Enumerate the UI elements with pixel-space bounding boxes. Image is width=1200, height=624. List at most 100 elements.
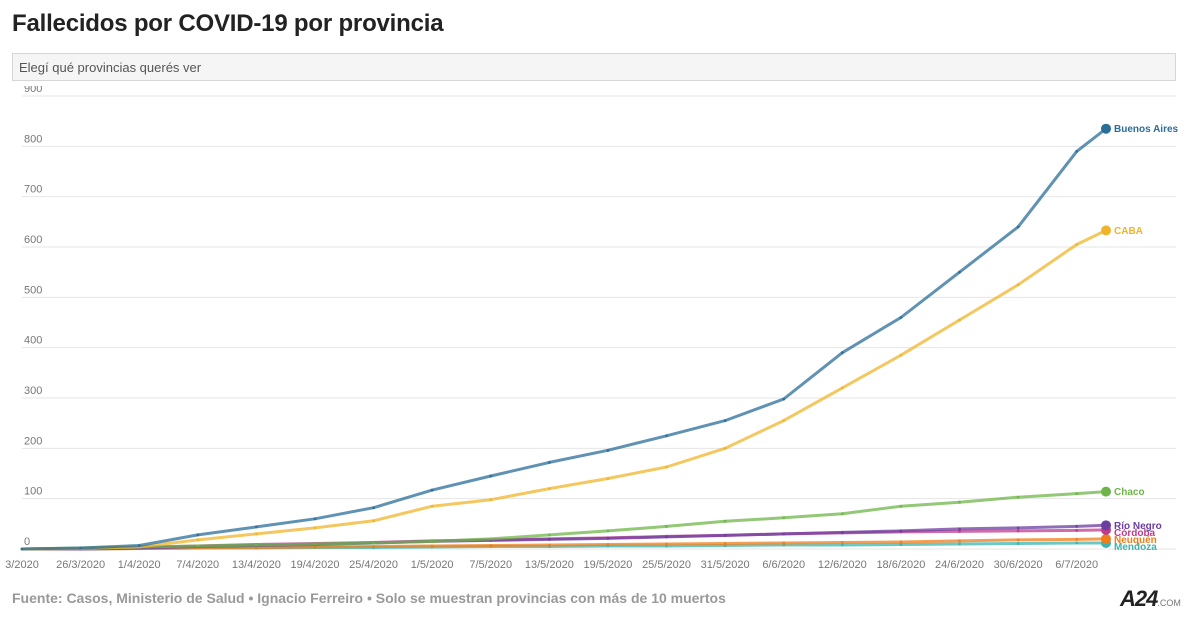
data-point-buenos-aires[interactable]: [79, 546, 82, 550]
data-point-rio-negro[interactable]: [1016, 526, 1020, 530]
data-point-buenos-aires[interactable]: [782, 397, 786, 401]
data-point-neuquen[interactable]: [782, 541, 786, 545]
x-tick-label: 7/4/2020: [176, 559, 219, 571]
data-point-cordoba[interactable]: [1016, 529, 1020, 533]
data-point-caba[interactable]: [547, 487, 551, 490]
data-point-chaco[interactable]: [1016, 495, 1020, 499]
data-point-chaco[interactable]: [665, 524, 668, 528]
data-point-chaco[interactable]: [899, 504, 903, 508]
data-point-buenos-aires[interactable]: [196, 533, 200, 537]
data-point-caba[interactable]: [489, 498, 493, 502]
data-point-caba[interactable]: [1016, 283, 1020, 287]
data-point-cordoba[interactable]: [958, 529, 961, 533]
data-point-mendoza[interactable]: [958, 542, 961, 546]
data-point-rio-negro[interactable]: [782, 532, 786, 536]
data-point-buenos-aires[interactable]: [958, 270, 961, 274]
data-point-caba[interactable]: [196, 538, 200, 542]
data-point-caba[interactable]: [606, 477, 610, 480]
series-line-caba[interactable]: [21, 229, 1107, 551]
data-point-chaco[interactable]: [489, 537, 493, 541]
data-point-caba[interactable]: [840, 386, 844, 390]
data-point-chaco[interactable]: [782, 516, 786, 520]
data-point-rio-negro[interactable]: [547, 538, 551, 541]
data-point-chaco[interactable]: [372, 541, 375, 545]
data-point-cordoba[interactable]: [1075, 528, 1079, 532]
series-line-chaco[interactable]: [21, 490, 1107, 551]
data-point-buenos-aires[interactable]: [372, 506, 375, 510]
end-marker-neuquen[interactable]: [1101, 533, 1111, 544]
data-point-buenos-aires[interactable]: [665, 434, 668, 438]
data-point-chaco[interactable]: [958, 500, 961, 504]
data-point-chaco[interactable]: [606, 529, 610, 533]
end-marker-buenos-aires[interactable]: [1101, 123, 1111, 134]
data-point-chaco[interactable]: [723, 519, 727, 523]
data-point-buenos-aires[interactable]: [899, 316, 903, 319]
end-marker-rio-negro[interactable]: [1101, 520, 1111, 531]
data-point-rio-negro[interactable]: [665, 535, 668, 539]
data-point-caba[interactable]: [430, 504, 434, 508]
data-point-caba[interactable]: [665, 465, 668, 469]
x-tick-label: 7/5/2020: [469, 559, 512, 571]
data-point-rio-negro[interactable]: [1075, 524, 1079, 528]
data-point-neuquen[interactable]: [489, 544, 493, 547]
data-point-neuquen[interactable]: [606, 543, 610, 546]
province-selector[interactable]: Elegí qué provincias querés ver: [12, 53, 1176, 81]
data-point-mendoza[interactable]: [899, 543, 903, 546]
data-point-caba[interactable]: [723, 446, 727, 450]
data-point-chaco[interactable]: [840, 512, 844, 516]
data-point-buenos-aires[interactable]: [1075, 149, 1079, 153]
data-point-neuquen[interactable]: [1075, 538, 1079, 541]
data-point-chaco[interactable]: [313, 542, 317, 546]
data-point-neuquen[interactable]: [958, 539, 961, 543]
data-point-caba[interactable]: [958, 318, 961, 322]
x-tick-label: 25/4/2020: [349, 559, 398, 571]
data-point-buenos-aires[interactable]: [1016, 225, 1020, 229]
data-point-buenos-aires[interactable]: [137, 544, 141, 547]
data-point-mendoza[interactable]: [840, 543, 844, 547]
data-point-neuquen[interactable]: [313, 545, 317, 549]
data-point-caba[interactable]: [372, 519, 375, 523]
data-point-buenos-aires[interactable]: [430, 488, 434, 492]
data-point-neuquen[interactable]: [665, 542, 668, 546]
data-point-caba[interactable]: [1075, 243, 1079, 246]
data-point-chaco[interactable]: [196, 544, 200, 548]
data-point-neuquen[interactable]: [430, 544, 434, 548]
data-point-buenos-aires[interactable]: [547, 461, 551, 464]
data-point-rio-negro[interactable]: [723, 534, 727, 537]
end-marker-caba[interactable]: [1101, 225, 1111, 236]
data-point-neuquen[interactable]: [372, 545, 375, 548]
data-point-rio-negro[interactable]: [840, 530, 844, 534]
data-point-mendoza[interactable]: [1016, 542, 1020, 545]
end-marker-chaco[interactable]: [1101, 486, 1111, 497]
series-line-buenos-aires[interactable]: [21, 127, 1107, 551]
data-point-buenos-aires[interactable]: [606, 448, 610, 452]
series-line-neuquen[interactable]: [22, 537, 1107, 551]
data-point-chaco[interactable]: [1075, 492, 1079, 496]
data-point-neuquen[interactable]: [723, 542, 727, 545]
data-point-caba[interactable]: [313, 526, 317, 530]
y-tick-label: 900: [24, 86, 42, 95]
data-point-mendoza[interactable]: [1075, 541, 1079, 545]
y-tick-label: 400: [24, 335, 42, 347]
data-point-rio-negro[interactable]: [958, 527, 961, 531]
data-point-chaco[interactable]: [547, 533, 551, 537]
data-point-caba[interactable]: [782, 419, 786, 423]
data-point-caba[interactable]: [899, 353, 903, 357]
data-point-neuquen[interactable]: [899, 540, 903, 544]
data-point-chaco[interactable]: [430, 540, 434, 543]
data-point-buenos-aires[interactable]: [254, 525, 258, 529]
data-point-neuquen[interactable]: [547, 543, 551, 547]
a24-logo[interactable]: A24.COM: [1120, 586, 1181, 612]
data-point-neuquen[interactable]: [840, 541, 844, 544]
data-point-chaco[interactable]: [254, 543, 258, 547]
data-point-buenos-aires[interactable]: [313, 517, 317, 521]
data-point-buenos-aires[interactable]: [840, 351, 844, 355]
data-point-caba[interactable]: [254, 532, 258, 536]
data-point-buenos-aires[interactable]: [489, 474, 493, 478]
data-point-rio-negro[interactable]: [899, 529, 903, 533]
data-point-rio-negro[interactable]: [606, 537, 610, 540]
data-point-buenos-aires[interactable]: [723, 419, 727, 423]
data-point-buenos-aires[interactable]: [20, 547, 24, 551]
data-point-neuquen[interactable]: [1016, 538, 1020, 542]
